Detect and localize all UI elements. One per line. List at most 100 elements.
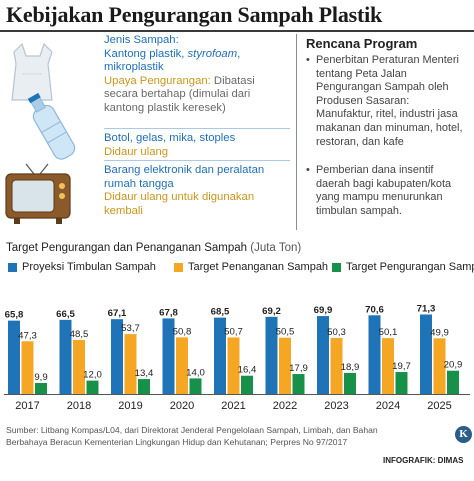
data-label: 17,9	[289, 363, 308, 374]
bar-target-pengurangan-sampah	[241, 375, 253, 394]
data-label: 71,3	[417, 304, 436, 315]
data-label: 65,8	[5, 310, 24, 321]
bar-target-penanganan-sampah	[382, 338, 394, 394]
info-item-key: Jenis Sampah:	[104, 34, 179, 46]
x-tick-label: 2022	[273, 400, 297, 412]
title-divider	[0, 30, 474, 32]
bar-target-pengurangan-sampah	[35, 382, 47, 394]
bar-proyeksi-timbulan-sampah	[368, 315, 381, 394]
data-label: 49,9	[430, 327, 449, 338]
data-label: 16,4	[238, 365, 257, 376]
x-tick-label: 2021	[221, 400, 245, 412]
info-item-value: Kantong plastik, styrofoam, mikroplastik	[104, 47, 241, 74]
bar-target-penanganan-sampah	[279, 337, 291, 394]
x-tick-label: 2018	[67, 400, 91, 412]
bar-target-penanganan-sampah	[124, 334, 137, 394]
legend-swatch	[8, 262, 17, 272]
panel-divider	[296, 34, 297, 230]
data-label: 18,9	[341, 362, 360, 373]
data-label: 53,7	[121, 323, 140, 334]
legend-item-handling: Target Penanganan Sampah	[174, 261, 328, 273]
x-tick-label: 2020	[170, 400, 194, 412]
bar-proyeksi-timbulan-sampah	[111, 319, 123, 394]
data-label: 69,2	[262, 306, 281, 317]
data-label: 14,0	[186, 367, 205, 378]
x-tick-label: 2023	[324, 400, 348, 412]
info-divider	[104, 160, 290, 161]
data-label: 47,3	[18, 330, 37, 341]
info-item-key: Barang elektronik dan peralatan rumah ta…	[104, 164, 265, 190]
info-item-electronics: Barang elektronik dan peralatan rumah ta…	[104, 164, 290, 218]
legend-item-projection: Proyeksi Timbulan Sampah	[8, 261, 156, 273]
source-note: Sumber: Litbang Kompas/L04, dari Direkto…	[6, 425, 378, 447]
illustration	[5, 42, 76, 224]
bar-target-pengurangan-sampah	[138, 379, 150, 394]
bar-chart: 65,8 47,3 9,9 2017 66,5 48,5 12,0 2018 67,1 53,7 1…	[4, 304, 470, 412]
data-label: 19,7	[392, 361, 411, 372]
program-bullet-text: Pemberian dana insentif daerah bagi kabu…	[316, 164, 452, 217]
x-tick-label: 2019	[118, 400, 142, 412]
program-title: Rencana Program	[306, 36, 418, 51]
data-label: 66,5	[56, 309, 75, 320]
bar-proyeksi-timbulan-sampah	[59, 319, 72, 394]
legend-swatch	[174, 262, 183, 272]
info-panel: Jenis Sampah: Kantong plastik, styrofoam…	[0, 34, 292, 230]
data-label: 50,1	[379, 327, 398, 338]
data-label: 50,5	[276, 327, 295, 338]
data-label: 67,8	[159, 307, 178, 318]
bar-proyeksi-timbulan-sampah	[162, 318, 175, 394]
bar-proyeksi-timbulan-sampah	[214, 317, 226, 394]
data-label: 70,6	[365, 304, 384, 315]
bar-target-pengurangan-sampah	[292, 374, 305, 394]
bar-proyeksi-timbulan-sampah	[420, 314, 432, 394]
info-item-value: Didaur ulang untuk digunakan kembali	[104, 191, 255, 217]
bar-target-penanganan-sampah	[176, 337, 188, 394]
x-tick-label: 2017	[15, 400, 39, 412]
info-item-value: Didaur ulang	[104, 145, 169, 158]
bar-target-pengurangan-sampah	[344, 372, 356, 394]
data-label: 9,9	[34, 372, 47, 383]
program-bullet: • Penerbitan Peraturan Menteri tentang P…	[306, 54, 466, 149]
info-item-key: Botol, gelas, mika, stoples	[104, 132, 236, 144]
bottle-icon	[27, 92, 76, 160]
info-item-plastic: Jenis Sampah: Kantong plastik, styrofoam…	[104, 34, 290, 116]
bar-target-pengurangan-sampah	[395, 372, 408, 394]
data-label: 50,7	[224, 326, 243, 337]
data-label: 68,5	[211, 307, 230, 318]
info-item-bottles: Botol, gelas, mika, stoples Didaur ulang	[104, 132, 290, 159]
television-icon	[5, 163, 71, 224]
bar-target-pengurangan-sampah	[189, 378, 202, 394]
legend-swatch	[332, 262, 341, 272]
bar-target-penanganan-sampah	[433, 338, 446, 394]
page-title: Kebijakan Pengurangan Sampah Plastik	[6, 2, 383, 27]
legend-label: Proyeksi Timbulan Sampah	[22, 261, 156, 273]
bar-target-pengurangan-sampah	[86, 380, 99, 394]
infographic-credit: INFOGRAFIK: DIMAS	[383, 456, 464, 465]
chart-legend: Proyeksi Timbulan Sampah Target Penangan…	[6, 261, 474, 277]
data-label: 69,9	[314, 305, 333, 316]
kompas-logo: K	[455, 426, 472, 443]
data-label: 50,8	[173, 326, 192, 337]
data-label: 20,9	[444, 360, 463, 371]
data-label: 50,3	[327, 327, 346, 338]
data-label: 12,0	[83, 370, 102, 381]
bar-target-penanganan-sampah	[21, 341, 34, 394]
bullet-dot: •	[306, 54, 310, 66]
legend-label: Target Pengurangan Sampah	[346, 261, 474, 273]
program-bullet: • Pemberian dana insentif daerah bagi ka…	[306, 164, 466, 218]
legend-label: Target Penanganan Sampah	[188, 261, 329, 273]
legend-item-reduction: Target Pengurangan Sampah	[332, 261, 474, 273]
bar-proyeksi-timbulan-sampah	[265, 316, 278, 394]
bar-target-penanganan-sampah	[73, 339, 85, 394]
x-tick-label: 2024	[376, 400, 400, 412]
info-item-note: Upaya Pengurangan: Dibatasi secara berta…	[104, 74, 255, 114]
x-tick-label: 2025	[427, 400, 451, 412]
info-divider	[104, 128, 290, 129]
bar-target-penanganan-sampah	[227, 337, 240, 394]
data-label: 48,5	[70, 329, 89, 340]
data-label: 67,1	[108, 308, 127, 319]
program-bullet-text: Penerbitan Peraturan Menteri tentang Pet…	[316, 54, 463, 148]
bar-target-pengurangan-sampah	[447, 370, 459, 394]
bullet-dot: •	[306, 164, 310, 176]
plastic-bag-icon	[11, 42, 53, 101]
